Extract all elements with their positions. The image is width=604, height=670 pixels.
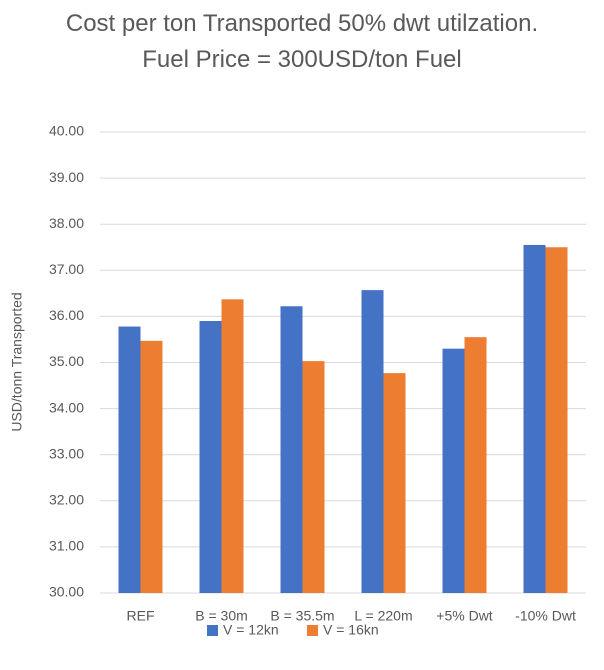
y-tick-label: 31.00 [49,538,84,554]
x-tick-label: -10% Dwt [515,608,576,624]
y-tick-label: 37.00 [49,261,84,277]
y-tick-label: 34.00 [49,399,84,415]
bar [199,321,222,593]
bar [280,306,303,593]
bar [545,247,568,593]
y-tick-label: 33.00 [49,445,84,461]
legend-label: V = 12kn [223,622,279,638]
y-tick-label: 32.00 [49,492,84,508]
legend-label: V = 16kn [323,622,379,638]
x-tick-label: B = 35.5m [270,608,334,624]
legend-swatch [307,625,318,636]
x-tick-label: +5% Dwt [436,608,493,624]
legend-swatch [207,625,218,636]
x-tick-label: B = 30m [195,608,248,624]
bar [383,373,406,593]
bar [464,337,487,593]
x-tick-label: REF [127,608,155,624]
y-tick-label: 36.00 [49,307,84,323]
chart-title: Cost per ton Transported 50% dwt utilzat… [65,10,552,73]
bar [302,361,325,593]
y-tick-label: 40.00 [49,123,84,139]
y-axis-title: USD/tonn Transported [9,292,25,431]
y-tick-label: 35.00 [49,353,84,369]
bar [140,340,163,593]
bar [361,290,384,593]
y-tick-label: 38.00 [49,215,84,231]
x-tick-label: L = 220m [354,608,412,624]
bar [118,326,141,593]
bar [442,348,465,593]
y-tick-label: 39.00 [49,169,84,185]
y-tick-label: 30.00 [49,584,84,600]
bar [221,299,244,593]
bar [523,244,546,593]
